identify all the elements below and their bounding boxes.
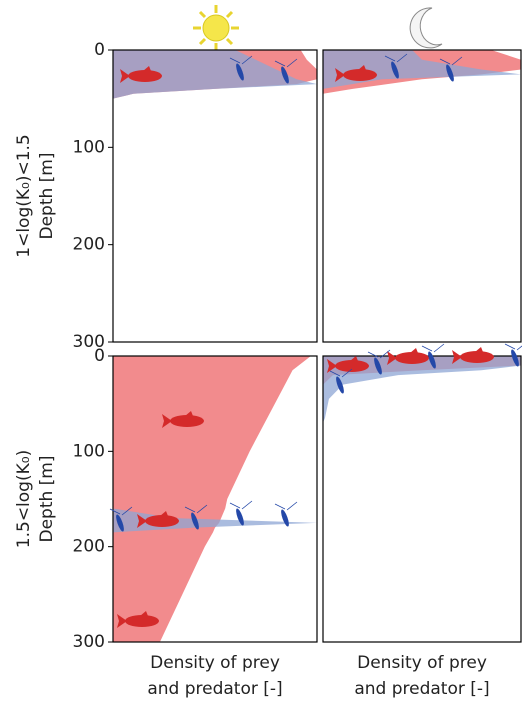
x-axis-label: and predator [-] — [147, 679, 282, 699]
density-area — [113, 50, 317, 99]
y-tick-label: 100 — [73, 137, 105, 157]
x-axis-label: and predator [-] — [354, 679, 489, 699]
y-tick-label: 0 — [94, 346, 105, 366]
y-axis-label: Depth [m] — [37, 455, 57, 542]
panel-frame — [322, 49, 522, 343]
y-axis-label: 1.5<log(K₀) — [14, 450, 34, 548]
panel-frame — [112, 355, 318, 643]
y-tick-label: 200 — [73, 537, 105, 557]
panel-frame — [112, 49, 318, 343]
y-axis-label: 1<log(K₀)<1.5 — [14, 134, 34, 257]
y-tick-label: 100 — [73, 441, 105, 461]
density-area — [323, 50, 521, 94]
y-tick-label: 300 — [73, 632, 105, 652]
panel-background — [323, 356, 521, 642]
y-axis-label: Depth [m] — [37, 152, 57, 239]
panel-background — [113, 50, 317, 342]
density-area — [323, 356, 521, 423]
y-tick-label: 0 — [94, 40, 105, 60]
panel-background — [323, 50, 521, 342]
x-axis-label: Density of prey — [357, 653, 487, 673]
sun-icon — [193, 5, 239, 51]
y-tick-label: 300 — [73, 332, 105, 352]
moon-icon — [409, 7, 443, 49]
x-axis-label: Density of prey — [150, 653, 280, 673]
y-tick-label: 200 — [73, 235, 105, 255]
